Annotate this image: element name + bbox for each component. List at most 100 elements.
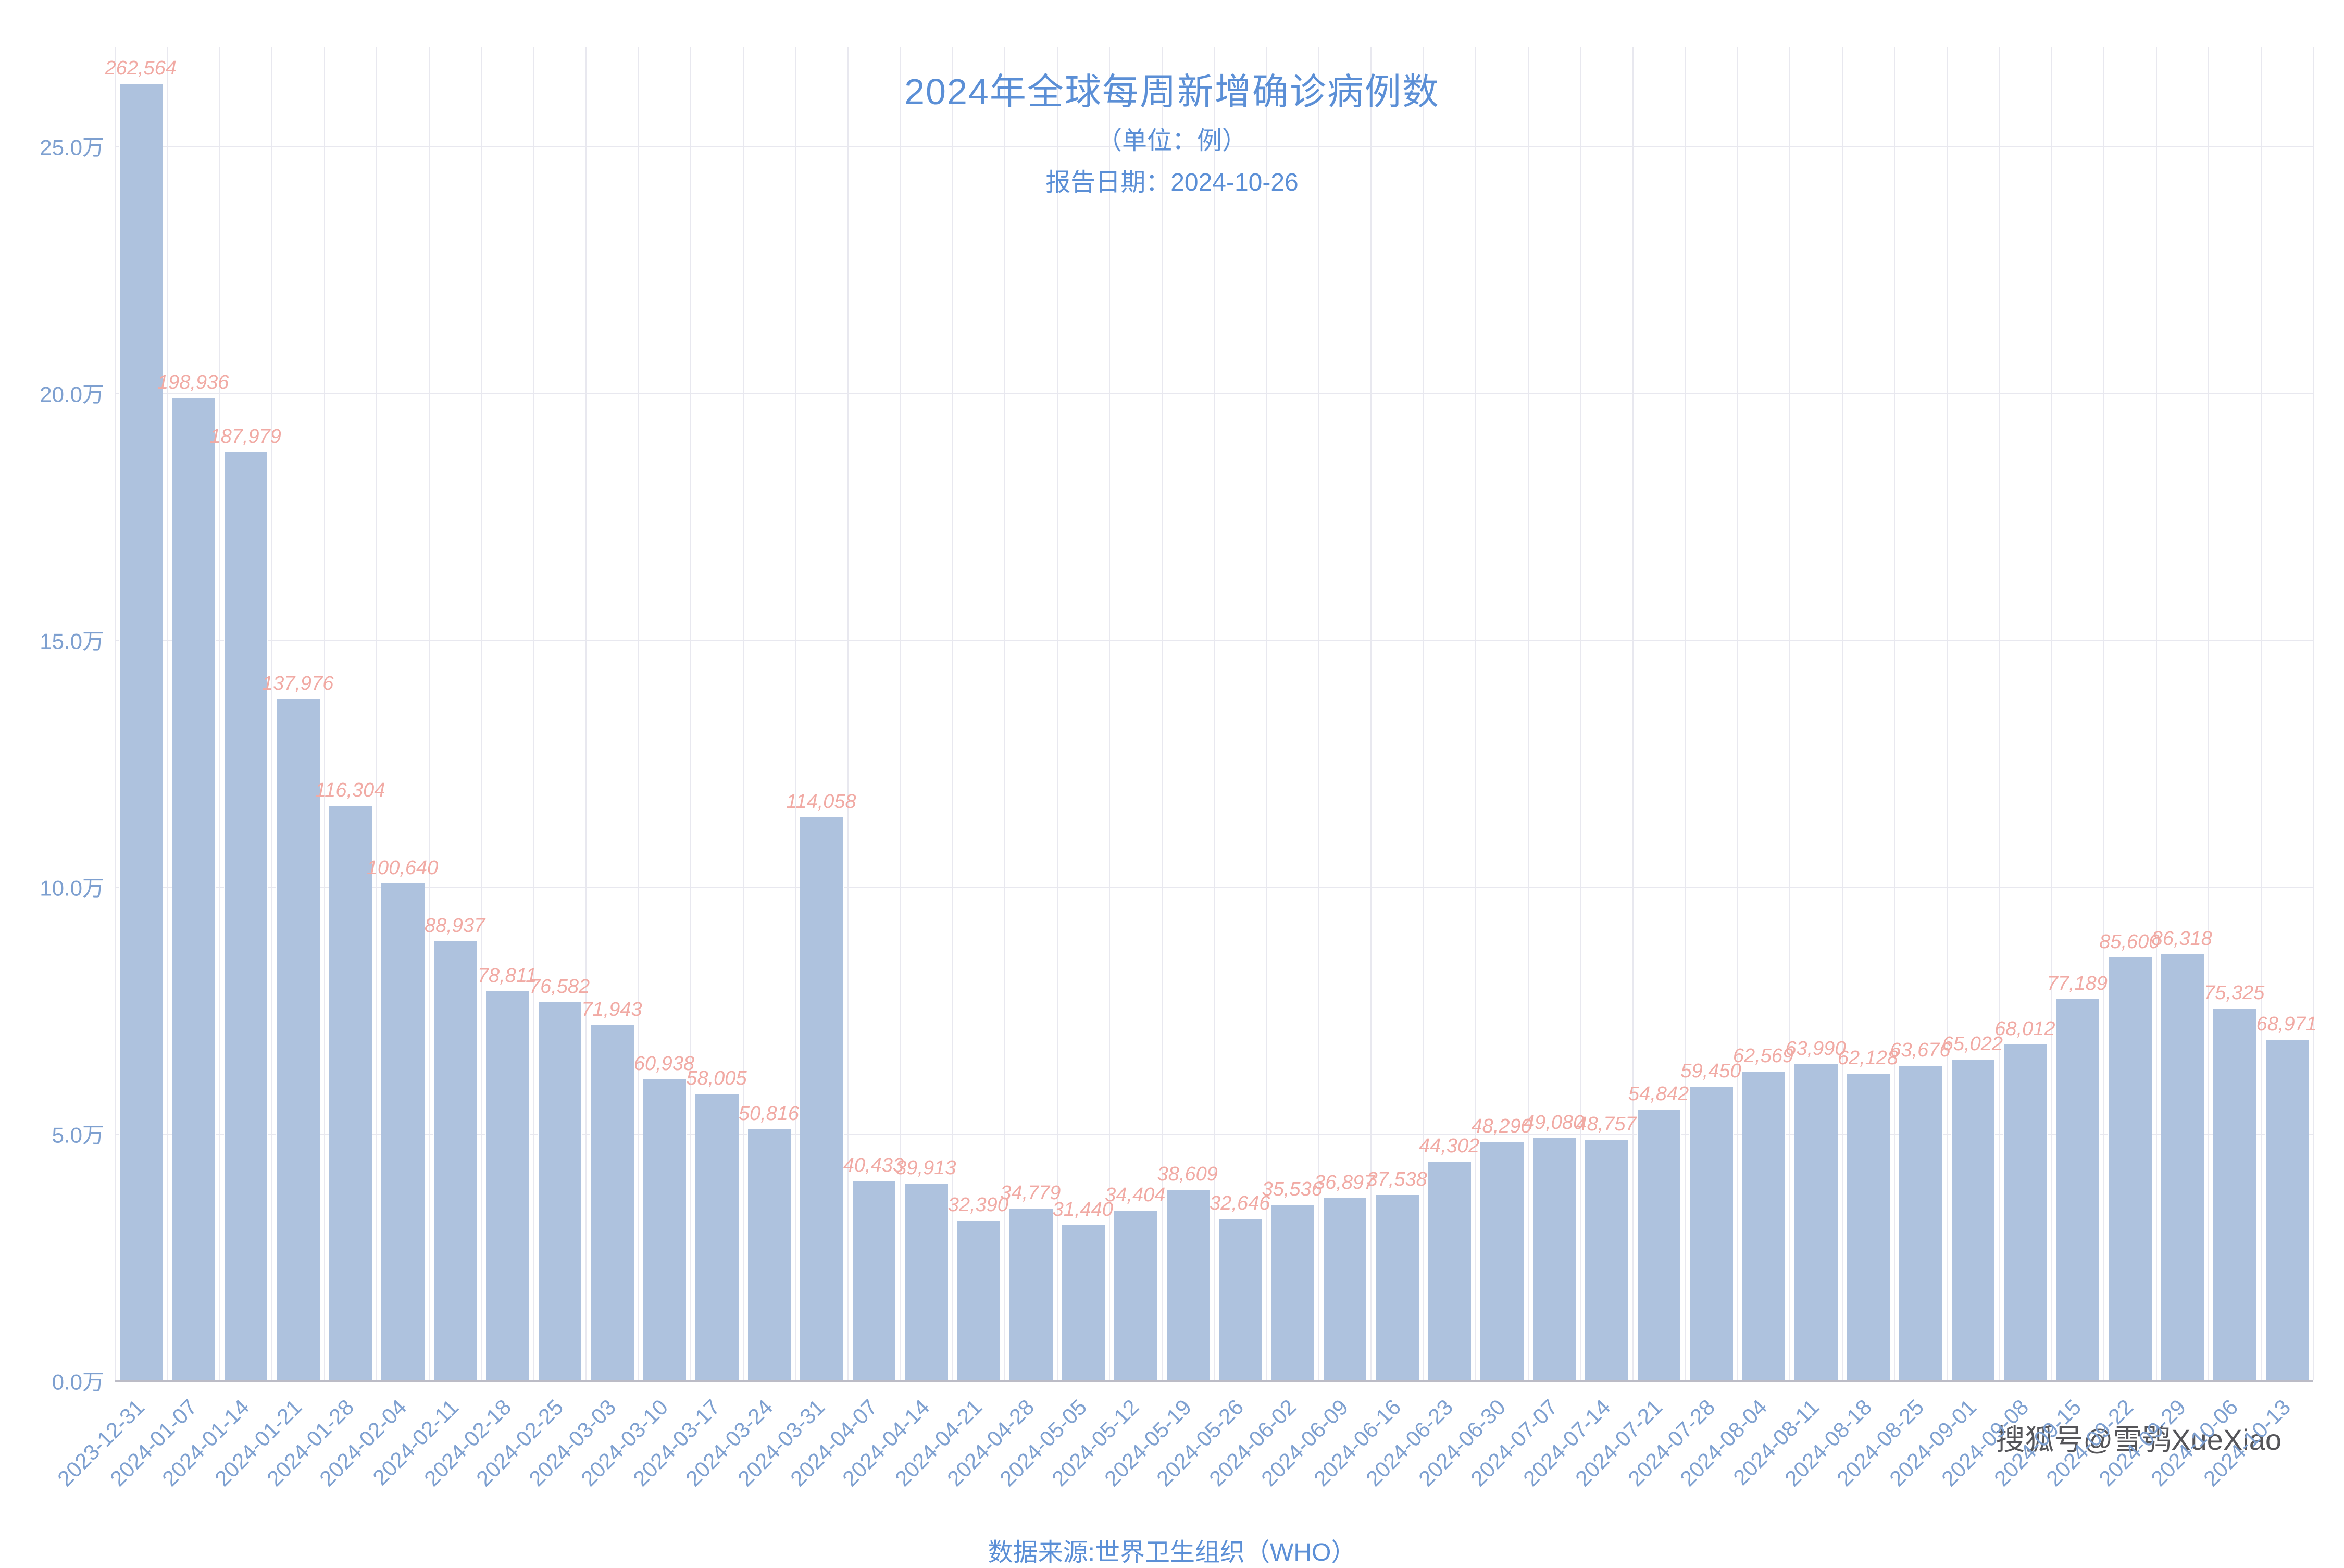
- bar-value-label: 65,022: [1942, 1033, 2003, 1055]
- bar-value-label: 39,913: [895, 1157, 956, 1179]
- bar: [276, 699, 320, 1380]
- bar-value-label: 62,569: [1733, 1045, 1793, 1067]
- bar-value-label: 76,582: [529, 976, 590, 998]
- gridline-vertical: [1999, 47, 2000, 1380]
- bar: [852, 1181, 896, 1380]
- gridline-vertical: [1842, 47, 1843, 1380]
- y-axis-tick-label: 10.0万: [5, 870, 104, 902]
- bar: [1585, 1140, 1628, 1380]
- bar-value-label: 187,979: [210, 426, 281, 448]
- bar: [1009, 1209, 1053, 1380]
- bar-value-label: 34,404: [1105, 1184, 1165, 1206]
- y-axis-tick-label: 5.0万: [5, 1117, 104, 1149]
- bar-value-label: 44,302: [1419, 1135, 1479, 1158]
- bar-value-label: 49,080: [1524, 1112, 1584, 1134]
- bar: [957, 1221, 1001, 1380]
- bar-value-label: 88,937: [425, 915, 485, 937]
- bar-value-label: 85,600: [2099, 931, 2160, 953]
- bar: [538, 1002, 582, 1380]
- bar: [329, 806, 372, 1380]
- gridline-vertical: [481, 47, 482, 1380]
- gridline-vertical: [1947, 47, 1948, 1380]
- plot-area: 262,564198,936187,979137,976116,304100,6…: [115, 47, 2313, 1380]
- bar: [904, 1184, 948, 1380]
- gridline-vertical: [2051, 47, 2052, 1380]
- bar: [1847, 1074, 1890, 1380]
- chart-report-date: 报告日期：2024-10-26: [0, 161, 2344, 198]
- gridline-vertical: [1057, 47, 1058, 1380]
- bar-value-label: 50,816: [739, 1103, 799, 1125]
- bar: [643, 1079, 687, 1380]
- bar-value-label: 100,640: [367, 857, 438, 879]
- gridline-vertical: [533, 47, 534, 1380]
- bar: [1375, 1195, 1419, 1380]
- bar-value-label: 114,058: [786, 791, 856, 813]
- gridline-vertical: [1475, 47, 1476, 1380]
- bar-value-label: 32,646: [1210, 1192, 1270, 1215]
- gridline-vertical: [1580, 47, 1581, 1380]
- bar: [1951, 1060, 1995, 1381]
- gridline-vertical: [1632, 47, 1634, 1380]
- bar-value-label: 38,609: [1157, 1163, 1218, 1186]
- gridline-vertical: [2103, 47, 2104, 1380]
- bar: [747, 1129, 791, 1380]
- gridline-vertical: [1894, 47, 1895, 1380]
- bar-value-label: 68,012: [1994, 1018, 2055, 1040]
- gridline-vertical: [1737, 47, 1738, 1380]
- gridline-vertical: [585, 47, 587, 1380]
- bar: [1428, 1162, 1472, 1380]
- y-axis-tick-label: 20.0万: [5, 377, 104, 408]
- bar: [1166, 1190, 1210, 1380]
- gridline-vertical: [690, 47, 691, 1380]
- bar: [1271, 1205, 1315, 1380]
- bar-value-label: 58,005: [686, 1067, 746, 1090]
- bar: [485, 991, 529, 1380]
- gridline-vertical: [1109, 47, 1110, 1380]
- bar-value-label: 59,450: [1680, 1060, 1741, 1082]
- gridline-vertical: [638, 47, 639, 1380]
- bar-value-label: 37,538: [1367, 1168, 1427, 1191]
- bar: [1323, 1198, 1367, 1380]
- bar-value-label: 48,290: [1471, 1115, 1531, 1138]
- bar-value-label: 86,318: [2152, 928, 2212, 950]
- bar: [2265, 1040, 2309, 1380]
- bar: [2213, 1009, 2256, 1380]
- bar: [1218, 1219, 1262, 1380]
- bar-value-label: 54,842: [1628, 1083, 1689, 1105]
- bar-value-label: 63,990: [1785, 1038, 1846, 1060]
- bar: [2161, 954, 2204, 1380]
- gridline-vertical: [2208, 47, 2209, 1380]
- bar-value-label: 35,536: [1262, 1178, 1323, 1201]
- bar-value-label: 75,325: [2204, 982, 2264, 1004]
- bar: [1794, 1064, 1838, 1380]
- gridline-vertical: [900, 47, 901, 1380]
- gridline-vertical: [324, 47, 325, 1380]
- gridline-vertical: [271, 47, 272, 1380]
- y-axis-tick-label: 15.0万: [5, 624, 104, 655]
- y-axis-tick-label: 0.0万: [5, 1365, 104, 1397]
- bar: [433, 941, 477, 1380]
- gridline-vertical: [952, 47, 953, 1380]
- gridline-vertical: [2313, 47, 2314, 1380]
- bar: [1532, 1138, 1576, 1380]
- gridline-vertical: [795, 47, 796, 1380]
- gridline-vertical: [1528, 47, 1529, 1380]
- bar: [172, 398, 216, 1380]
- gridline-vertical: [2261, 47, 2262, 1380]
- gridline-vertical: [429, 47, 430, 1380]
- bar-value-label: 34,779: [1000, 1182, 1061, 1204]
- bar-value-label: 48,757: [1576, 1113, 1636, 1136]
- bar: [1480, 1142, 1524, 1380]
- bar: [1637, 1110, 1681, 1380]
- bar-value-label: 60,938: [634, 1053, 694, 1075]
- bar-value-label: 71,943: [581, 999, 642, 1021]
- bar: [224, 452, 268, 1380]
- gridline-vertical: [1685, 47, 1686, 1380]
- bar-value-label: 62,128: [1838, 1047, 1898, 1069]
- bar-value-label: 198,936: [157, 371, 229, 394]
- gridline-vertical: [1004, 47, 1005, 1380]
- weekly-cases-chart: 262,564198,936187,979137,976116,304100,6…: [0, 0, 2344, 1563]
- gridline-vertical: [2156, 47, 2157, 1380]
- bar-value-label: 36,897: [1314, 1172, 1375, 1194]
- bar-value-label: 40,433: [843, 1154, 904, 1177]
